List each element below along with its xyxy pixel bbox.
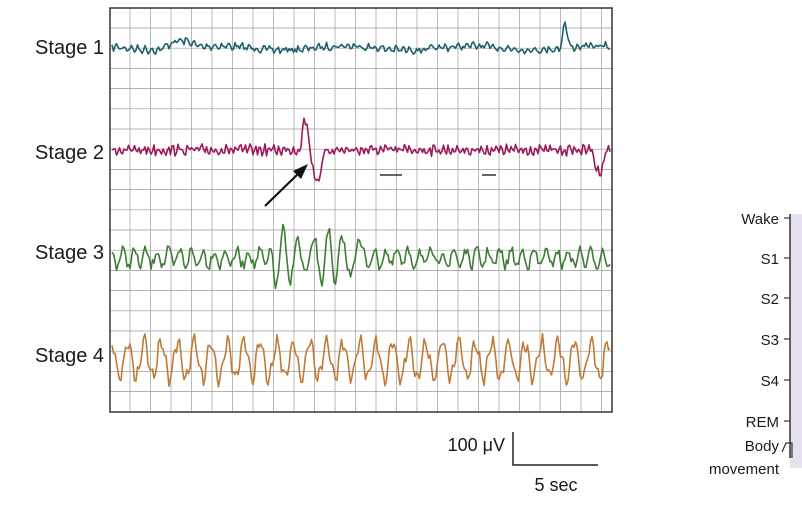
stage-2-label: Stage 2 <box>35 142 104 164</box>
scale-amplitude-label: 100 μV <box>448 435 505 455</box>
hypnogram-level-s4: S4 <box>761 373 779 390</box>
hypnogram-panel <box>790 214 802 468</box>
stage-1-trace <box>111 21 611 55</box>
stage-1-label: Stage 1 <box>35 37 104 59</box>
hypnogram-ticks <box>784 217 790 422</box>
eeg-panel-border <box>109 7 613 413</box>
stage-3-trace <box>111 223 611 290</box>
eeg-panel <box>109 7 613 413</box>
stage-3-label: Stage 3 <box>35 242 104 264</box>
stage-4-label: Stage 4 <box>35 345 104 367</box>
body-movement-label-line2: movement <box>709 461 780 478</box>
body-movement-bracket <box>781 442 793 458</box>
scale-bar: 100 μV 5 sec <box>448 432 598 495</box>
eeg-traces <box>111 21 611 388</box>
eeg-grid <box>110 8 612 413</box>
body-movement-label-line1: Body <box>745 438 780 455</box>
stage-2-trace <box>111 117 611 182</box>
stage-4-trace <box>111 332 611 388</box>
scale-bar-lines <box>512 432 598 466</box>
hypnogram-level-rem: REM <box>746 414 779 431</box>
k-complex-arrow <box>264 164 308 207</box>
hypnogram-level-s2: S2 <box>761 291 779 308</box>
scale-time-label: 5 sec <box>534 475 577 495</box>
hypnogram-level-wake: Wake <box>741 211 779 228</box>
hypnogram-level-s1: S1 <box>761 251 779 268</box>
hypnogram-level-s3: S3 <box>761 332 779 349</box>
hypnogram: Wake S1 S2 S3 S4 REM Body movement <box>709 211 802 478</box>
